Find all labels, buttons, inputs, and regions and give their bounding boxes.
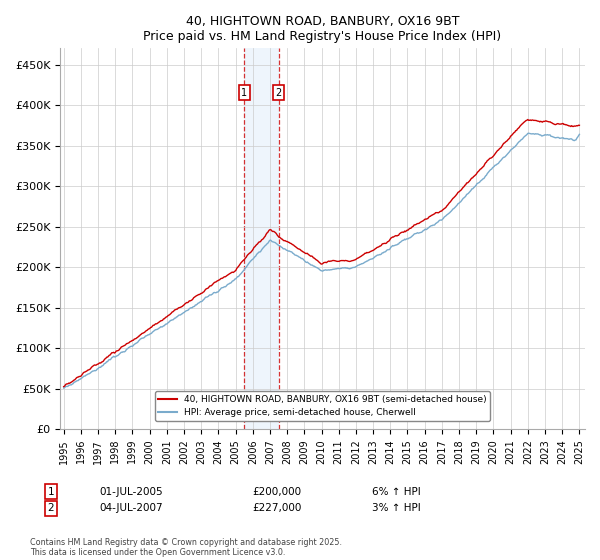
Legend: 40, HIGHTOWN ROAD, BANBURY, OX16 9BT (semi-detached house), HPI: Average price, : 40, HIGHTOWN ROAD, BANBURY, OX16 9BT (se… bbox=[155, 391, 490, 421]
Text: 01-JUL-2005: 01-JUL-2005 bbox=[99, 487, 163, 497]
Text: Contains HM Land Registry data © Crown copyright and database right 2025.
This d: Contains HM Land Registry data © Crown c… bbox=[30, 538, 342, 557]
Text: 6% ↑ HPI: 6% ↑ HPI bbox=[372, 487, 421, 497]
Text: £200,000: £200,000 bbox=[252, 487, 301, 497]
Text: 2: 2 bbox=[47, 503, 55, 514]
Text: £227,000: £227,000 bbox=[252, 503, 301, 514]
Text: 1: 1 bbox=[241, 88, 247, 98]
Text: 3% ↑ HPI: 3% ↑ HPI bbox=[372, 503, 421, 514]
Text: 04-JUL-2007: 04-JUL-2007 bbox=[99, 503, 163, 514]
Bar bbox=[244, 48, 278, 429]
Title: 40, HIGHTOWN ROAD, BANBURY, OX16 9BT
Price paid vs. HM Land Registry's House Pri: 40, HIGHTOWN ROAD, BANBURY, OX16 9BT Pri… bbox=[143, 15, 502, 43]
Text: 2: 2 bbox=[275, 88, 281, 98]
Text: 1: 1 bbox=[47, 487, 55, 497]
